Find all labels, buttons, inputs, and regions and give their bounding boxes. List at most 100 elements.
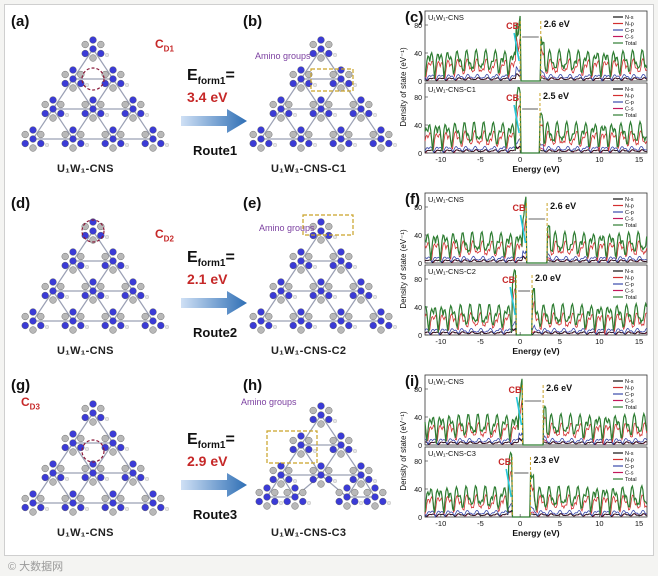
subplot-title: U₁W₁-CNS-C2 <box>428 267 476 276</box>
hydrogen-atom <box>313 449 317 453</box>
caption-mid: U₁W₁-CNS-C2 <box>271 345 347 357</box>
nitrogen-atom <box>357 287 365 295</box>
carbon-atom <box>41 282 49 291</box>
nitrogen-atom <box>365 475 373 484</box>
nitrogen-atom <box>269 475 277 484</box>
nitrogen-atom <box>101 261 109 270</box>
bond <box>72 48 94 80</box>
nitrogen-atom <box>49 96 57 104</box>
panel-label-e: (e) <box>243 195 262 212</box>
hydrogen-atom <box>293 479 297 483</box>
carbon-atom <box>329 130 337 139</box>
nitrogen-atom <box>289 261 297 270</box>
dos-curve-total <box>424 86 647 154</box>
nitrogen-atom <box>379 497 387 506</box>
carbon-atom <box>117 494 125 503</box>
bond <box>132 290 154 322</box>
nitrogen-atom <box>109 66 117 74</box>
bond <box>320 474 348 498</box>
nitrogen-atom <box>109 135 117 143</box>
carbon-atom <box>325 40 333 49</box>
subplot-title: U₁W₁-CNS <box>428 377 464 386</box>
hydrogen-atom <box>65 477 69 481</box>
panel-label-g: (g) <box>11 377 31 394</box>
bond <box>340 78 362 110</box>
carbon-atom <box>289 436 297 445</box>
hydrogen-atom <box>165 325 169 329</box>
nitrogen-atom <box>305 445 313 454</box>
nitrogen-atom <box>69 66 77 74</box>
nitrogen-atom <box>317 402 325 410</box>
bond <box>52 442 74 474</box>
x-tick-label: 5 <box>558 155 562 164</box>
carbon-atom <box>109 144 117 152</box>
hydrogen-atom <box>387 501 391 505</box>
carbon-atom <box>61 312 69 321</box>
nitrogen-atom <box>263 493 271 501</box>
hydrogen-atom <box>105 53 109 57</box>
hydrogen-atom <box>125 265 129 269</box>
carbon-atom <box>121 464 129 473</box>
nitrogen-atom <box>37 503 45 512</box>
carbon-atom <box>129 114 137 122</box>
subplot-frame <box>424 374 648 446</box>
bond <box>32 108 54 140</box>
bond <box>92 290 114 322</box>
carbon-atom <box>109 266 117 274</box>
carbon-atom <box>121 282 129 291</box>
nitrogen-atom <box>345 261 353 270</box>
hydrogen-atom <box>165 507 169 511</box>
nitrogen-atom <box>109 317 117 325</box>
x-tick-label: 15 <box>635 519 643 528</box>
carbon-atom <box>371 502 379 510</box>
nitrogen-atom <box>117 443 125 452</box>
legend-entry: C-s <box>625 107 634 113</box>
nitrogen-atom <box>109 430 117 438</box>
y-tick-label: 40 <box>414 51 422 58</box>
carbon-atom <box>285 466 293 475</box>
molecule-u1w1-cns-c2 <box>249 214 397 334</box>
nitrogen-atom <box>305 321 313 330</box>
nitrogen-atom <box>269 291 277 300</box>
formation-energy: Eform1= 2.1 eV <box>187 249 235 288</box>
carbon-atom <box>157 312 165 321</box>
hydrogen-atom <box>359 501 363 505</box>
x-tick-label: 10 <box>595 519 603 528</box>
carbon-atom <box>249 130 257 139</box>
nitrogen-atom <box>57 109 65 118</box>
bond <box>112 290 134 322</box>
molecule-u1w1-cns-c1 <box>249 36 397 152</box>
nitrogen-atom <box>61 139 69 148</box>
nitrogen-atom <box>149 126 157 134</box>
panel-row-3: (g) CD3 U₁W₁-CNS Eform1= 2.9 eV Route3 (… <box>5 369 653 549</box>
hydrogen-atom <box>85 143 89 147</box>
carbon-atom <box>309 40 317 49</box>
hydrogen-atom <box>85 447 89 451</box>
nitrogen-atom <box>117 261 125 270</box>
hydrogen-atom <box>65 295 69 299</box>
nitrogen-atom <box>77 321 85 330</box>
carbon-atom <box>277 480 285 488</box>
hydrogen-atom <box>353 449 357 453</box>
cb-label: CB <box>506 93 519 103</box>
hydrogen-atom <box>65 113 69 117</box>
carbon-atom <box>89 478 97 486</box>
nitrogen-atom <box>317 105 325 113</box>
bond <box>320 78 342 110</box>
bond <box>280 290 302 322</box>
nitrogen-atom <box>305 139 313 148</box>
dos-curve-total <box>424 451 648 518</box>
carbon-atom <box>309 282 317 291</box>
nitrogen-atom <box>337 135 345 143</box>
carbon-atom <box>299 488 307 497</box>
hydrogen-atom <box>45 325 49 329</box>
molecule-u1w1-cns <box>21 36 169 152</box>
bond <box>280 444 302 476</box>
hydrogen-atom <box>353 325 357 329</box>
nitrogen-atom <box>257 126 265 134</box>
nitrogen-atom <box>89 105 97 113</box>
x-tick-label: 10 <box>595 155 603 164</box>
carbon-atom <box>297 326 305 334</box>
nitrogen-atom <box>129 469 137 477</box>
carbon-atom <box>269 100 277 109</box>
